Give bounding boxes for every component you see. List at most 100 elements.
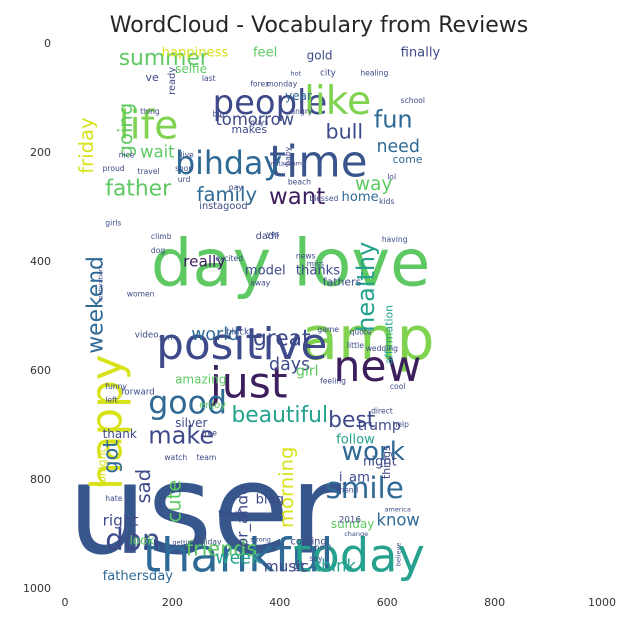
word-gold: gold xyxy=(307,48,333,62)
word-ve: ve xyxy=(146,71,159,84)
word-getting: getting xyxy=(172,538,195,546)
word-amp: amp xyxy=(301,304,434,374)
word-forex: forex xyxy=(250,80,270,89)
word-excited: excited xyxy=(215,254,243,263)
word-morning: morning xyxy=(275,447,298,529)
word-selfie: selfie xyxy=(175,62,207,76)
word-thing: thing xyxy=(140,107,160,116)
word-fun: fun xyxy=(374,105,413,133)
word-little: little xyxy=(347,341,364,350)
word-holiday: holiday xyxy=(194,537,222,546)
word-home: home xyxy=(342,190,379,205)
word-user: user xyxy=(68,437,342,583)
word-tonight: tonight xyxy=(95,447,108,487)
y-tick-label: 1000 xyxy=(23,582,51,595)
word-quote: quote xyxy=(350,328,372,337)
y-tick-label: 600 xyxy=(30,364,51,377)
word-direct: direct xyxy=(371,407,393,416)
word-ready: ready xyxy=(167,67,178,95)
word-sun: sun xyxy=(159,333,173,342)
word-great: great xyxy=(253,326,311,351)
word-father: father xyxy=(105,177,171,202)
word-smile: smile xyxy=(325,471,403,505)
word-proud: proud xyxy=(103,164,125,173)
x-tick-label: 0 xyxy=(62,596,69,609)
word-time: time xyxy=(269,138,368,188)
word-wait: wait xyxy=(140,142,175,161)
word-sunday: sunday xyxy=(331,517,375,531)
word-nice: nice xyxy=(119,150,135,159)
word-know: know xyxy=(376,510,419,529)
x-tick-label: 400 xyxy=(269,596,290,609)
word-2016: 2016 xyxy=(339,516,361,526)
word-amazing: amazing xyxy=(175,373,226,387)
word-going: going xyxy=(114,103,137,158)
word-don: don xyxy=(105,523,160,557)
word-right: right xyxy=(103,511,139,529)
word-team: team xyxy=(197,453,217,462)
word-big: big xyxy=(213,110,225,119)
y-tick-label: 0 xyxy=(44,37,51,50)
x-tick-label: 600 xyxy=(377,596,398,609)
word-people: people xyxy=(213,83,328,122)
word-having: having xyxy=(382,235,408,244)
x-tick-label: 1000 xyxy=(588,596,616,609)
word-live: live xyxy=(180,150,194,159)
word-news: news xyxy=(296,251,316,260)
y-tick-label: 400 xyxy=(30,255,51,268)
word-gt: gt xyxy=(293,559,305,572)
word-help: help xyxy=(393,420,410,429)
word-look: look xyxy=(129,533,154,547)
word-ll: ll xyxy=(274,232,278,241)
word-thank: thank xyxy=(103,427,137,441)
word-hot: hot xyxy=(291,70,302,78)
word-good: good xyxy=(148,386,227,422)
word-say: say xyxy=(309,554,323,563)
word-girl: girl xyxy=(296,363,319,379)
word-cool: cool xyxy=(390,382,406,391)
word-yes: yes xyxy=(266,229,279,238)
word-like: like xyxy=(304,79,371,124)
word-instagood: instagood xyxy=(199,201,247,212)
word-music: music xyxy=(264,558,309,576)
word-thankful: thankful xyxy=(143,529,334,583)
word-last: last xyxy=(202,74,216,83)
y-tick-label: 800 xyxy=(30,473,51,486)
word-dad: dad xyxy=(256,231,274,242)
word-need: need xyxy=(376,137,419,157)
word-or_ando: or_ando xyxy=(234,486,253,547)
word-girls: girls xyxy=(105,219,121,228)
word-guys: guys xyxy=(250,118,268,127)
word-come: come xyxy=(393,153,423,166)
word-dog: dog xyxy=(151,246,165,255)
word-video: video xyxy=(135,330,159,340)
word-work: work xyxy=(342,437,406,467)
word-instagram: instagram xyxy=(269,160,302,168)
word-weekend: weekend xyxy=(84,256,109,354)
word-healthy: healthy xyxy=(352,242,380,332)
word-miss: miss xyxy=(307,259,324,268)
word-bihday: bihday xyxy=(175,146,282,182)
word-really: really xyxy=(183,252,225,270)
x-tick-label: 200 xyxy=(162,596,183,609)
word-fathersday: fathersday xyxy=(103,569,174,584)
word-motivation: motivation xyxy=(97,267,105,302)
word-summer: summer xyxy=(119,46,209,71)
word-hate: hate xyxy=(105,494,122,503)
word-things: things xyxy=(380,445,393,479)
word-makes: makes xyxy=(231,123,267,136)
word-women: women xyxy=(127,289,155,298)
x-tick-label: 800 xyxy=(484,596,505,609)
word-away: away xyxy=(250,279,271,288)
word-beautiful: beautiful xyxy=(231,403,328,428)
word-family: family xyxy=(197,183,258,206)
word-coming: coming xyxy=(291,536,327,547)
word-heal: heal xyxy=(315,543,331,552)
word-days: days xyxy=(269,355,310,375)
word-finally: finally xyxy=(401,46,441,61)
word-baby: baby xyxy=(284,146,293,165)
word-want: want xyxy=(269,184,325,210)
